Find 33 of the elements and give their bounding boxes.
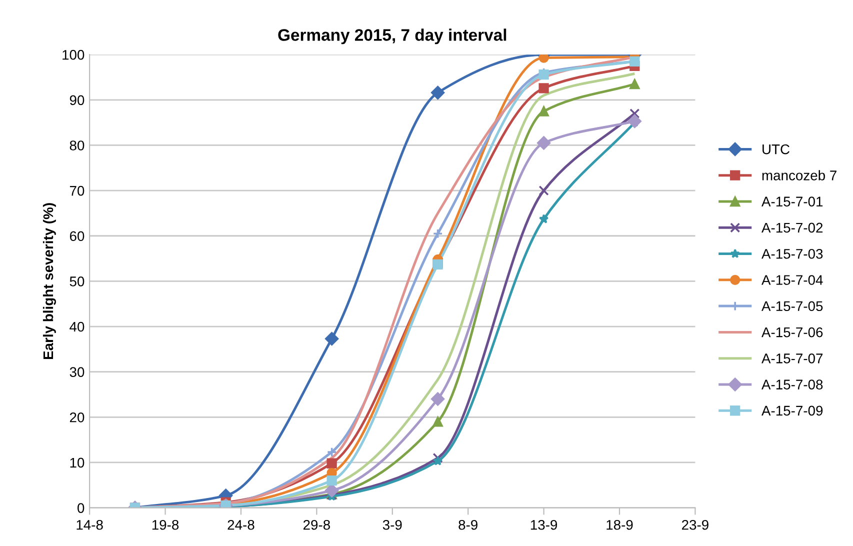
legend-label: A-15-7-06 [762,327,823,338]
legend-label: A-15-7-07 [762,354,823,364]
x-tick-label: 18-9 [606,520,633,530]
chart-title: Germany 2015, 7 day interval [278,28,506,44]
y-tick-label: 60 [70,231,84,242]
legend-label: A-15-7-05 [762,301,823,312]
x-tick-label: 13-9 [530,520,558,530]
y-tick-label: 40 [70,322,84,332]
x-tick-label: 8-9 [458,520,478,530]
y-tick-label: 30 [70,367,84,377]
legend-label: A-15-7-04 [762,275,823,285]
y-tick-label: 10 [70,458,84,468]
y-tick-label: 100 [62,50,84,60]
legend-label: UTC [762,144,790,154]
y-tick-label: 70 [70,186,84,196]
legend-label: mancozeb 7 [762,170,836,180]
y-axis-title: Early blight severity (%) [42,203,56,359]
x-tick-label: 29-8 [303,520,330,530]
y-tick-label: 90 [70,95,84,106]
y-tick-label: 50 [70,276,84,286]
x-tick-label: 3-9 [382,520,402,530]
legend-label: A-15-7-09 [762,406,823,416]
legend-label: A-15-7-03 [762,248,823,259]
x-tick-label: 19-8 [152,520,179,530]
legend-label: A-15-7-08 [762,380,823,390]
x-tick-label: 23-9 [682,520,708,530]
legend-label: A-15-7-02 [762,222,823,233]
y-tick-label: 20 [70,412,84,422]
x-tick-label: 14-8 [76,520,103,530]
y-tick-label: 80 [70,140,84,150]
legend-label: A-15-7-01 [762,196,823,206]
x-tick-label: 24-8 [228,520,254,530]
y-tick-label: 0 [78,503,84,513]
